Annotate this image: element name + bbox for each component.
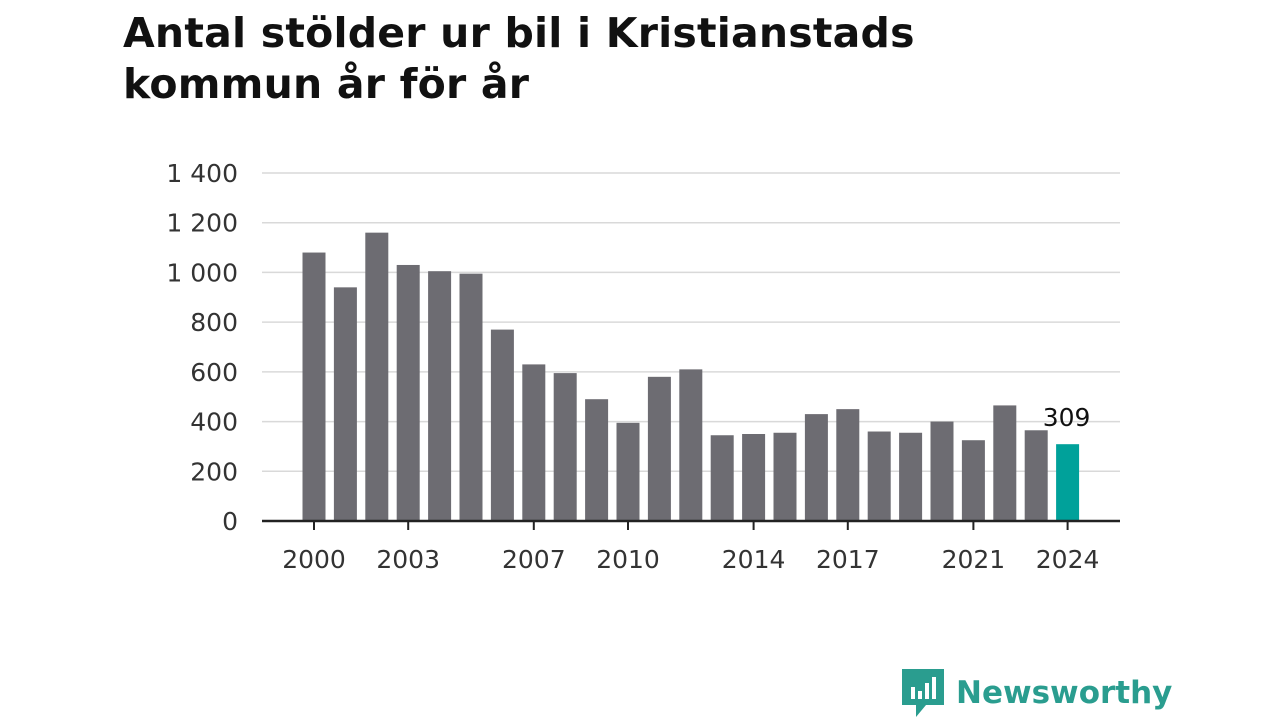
bar xyxy=(1024,430,1048,521)
x-tick-label: 2000 xyxy=(282,545,346,574)
y-tick-label: 800 xyxy=(190,308,238,337)
bar xyxy=(836,409,860,521)
y-tick-label: 1 000 xyxy=(166,258,238,287)
bar xyxy=(396,264,420,521)
bar xyxy=(961,440,985,521)
bar xyxy=(365,232,389,521)
bar xyxy=(616,422,640,521)
bars xyxy=(262,232,1120,523)
y-tick-label: 1 200 xyxy=(166,209,238,238)
highlight-bar xyxy=(1056,444,1080,521)
x-tick-label: 2014 xyxy=(722,545,786,574)
newsworthy-logo-icon xyxy=(902,669,944,717)
bar xyxy=(773,432,797,521)
bar xyxy=(899,432,923,521)
bar xyxy=(742,434,766,521)
y-tick-label: 200 xyxy=(190,457,238,486)
y-tick-label: 0 xyxy=(222,507,238,536)
bar xyxy=(585,399,609,521)
chart-title: Antal stölder ur bil i Kristianstads kom… xyxy=(123,9,915,108)
newsworthy-brand: Newsworthy xyxy=(902,669,1172,717)
bar xyxy=(490,329,514,521)
bar xyxy=(333,287,357,521)
x-tick-label: 2010 xyxy=(596,545,660,574)
bar xyxy=(647,376,671,521)
bar xyxy=(459,273,483,521)
bar xyxy=(993,405,1017,521)
y-axis-tick-labels: 0 200 400 600 800 1 000 1 200 1 400 xyxy=(166,159,238,536)
y-tick-label: 600 xyxy=(190,358,238,387)
bar xyxy=(930,421,954,521)
x-tick-label: 2017 xyxy=(816,545,880,574)
bar xyxy=(867,431,891,521)
bar xyxy=(710,435,734,521)
bar xyxy=(428,271,452,521)
bar xyxy=(679,369,703,521)
x-tick-label: 2024 xyxy=(1036,545,1100,574)
y-tick-label: 400 xyxy=(190,408,238,437)
x-tick-label: 2003 xyxy=(376,545,440,574)
data-labels: 309 xyxy=(1043,403,1091,432)
bar xyxy=(553,373,577,521)
brand-name: Newsworthy xyxy=(956,675,1173,711)
bar xyxy=(804,414,828,521)
highlight-value-label: 309 xyxy=(1043,403,1091,432)
x-tick-label: 2021 xyxy=(942,545,1006,574)
x-tick-label: 2007 xyxy=(502,545,566,574)
x-axis-tick-labels: 2000 2003 2007 2010 2014 2017 2021 2024 xyxy=(282,521,1099,574)
bar xyxy=(302,252,326,522)
bar xyxy=(522,364,546,521)
y-tick-label: 1 400 xyxy=(166,159,238,188)
